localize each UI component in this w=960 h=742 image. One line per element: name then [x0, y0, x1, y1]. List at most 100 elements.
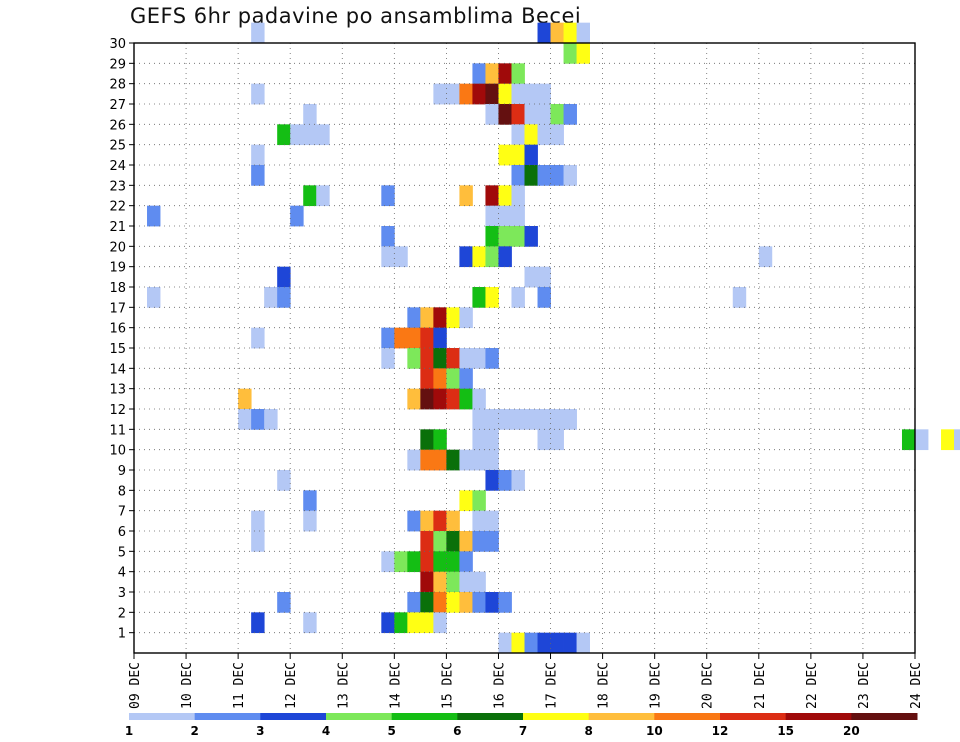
heatmap-cell	[420, 571, 434, 593]
x-tick-label: 21 DEC	[753, 662, 768, 709]
heatmap-cell	[407, 612, 421, 634]
heatmap-cell	[498, 592, 512, 613]
heatmap-cell	[537, 409, 551, 430]
heatmap-cell	[472, 571, 486, 593]
heatmap-cell	[472, 388, 486, 410]
y-tick-label: 16	[109, 322, 126, 337]
heatmap-cell	[459, 348, 473, 369]
heatmap-cell	[485, 531, 499, 552]
heatmap-cell	[459, 83, 473, 105]
heatmap-cell	[563, 632, 577, 654]
heatmap-cell	[485, 246, 499, 268]
heatmap-cell	[524, 409, 538, 430]
heatmap-cell	[459, 246, 473, 268]
heatmap-cell	[550, 165, 564, 186]
heatmap-cell	[511, 63, 525, 85]
heatmap-cell	[420, 531, 434, 552]
heatmap-cell	[498, 205, 512, 227]
heatmap-cell	[433, 449, 447, 471]
heatmap-cell	[550, 409, 564, 430]
heatmap-cell	[485, 104, 499, 125]
x-tick-label: 10 DEC	[180, 662, 195, 709]
heatmap-cell	[277, 592, 291, 613]
heatmap-cell	[485, 205, 499, 227]
heatmap-cell	[290, 205, 304, 227]
heatmap-cell	[459, 368, 473, 390]
heatmap-cell	[459, 307, 473, 329]
axes: 1234567891011121314151617181920212223242…	[109, 37, 924, 709]
heatmap-cell	[433, 429, 447, 451]
x-tick-label: 18 DEC	[597, 662, 612, 709]
heatmap-cell	[537, 165, 551, 186]
heatmap-cell	[147, 205, 161, 227]
heatmap-cell	[459, 551, 473, 573]
heatmap-cell	[498, 83, 512, 105]
heatmap-cell	[446, 510, 460, 532]
heatmap-cell	[433, 551, 447, 573]
heatmap-cell	[537, 632, 551, 654]
heatmap-cell	[758, 246, 773, 268]
heatmap-cell	[459, 531, 473, 552]
legend-swatch	[194, 713, 261, 720]
heatmap-cell	[472, 429, 486, 451]
heatmap-cell	[511, 226, 525, 247]
y-tick-label: 9	[118, 464, 126, 479]
heatmap-cell	[485, 510, 499, 532]
heatmap-cell	[524, 104, 538, 125]
heatmap-cell	[563, 104, 577, 125]
heatmap-cell	[498, 144, 512, 166]
heatmap-cell	[277, 266, 291, 288]
heatmap-cell	[433, 388, 447, 410]
heatmap-cell	[498, 409, 512, 430]
legend-label: 8	[584, 724, 592, 738]
heatmap-cell	[264, 287, 278, 308]
heatmap-cell	[537, 124, 551, 146]
heatmap-cell	[537, 104, 551, 125]
heatmap-cell	[498, 226, 512, 247]
heatmap-cell	[303, 104, 317, 125]
heatmap-cell	[303, 510, 317, 532]
heatmap-cell	[277, 470, 291, 491]
legend-label: 2	[190, 724, 198, 738]
heatmap-cell	[472, 246, 486, 268]
legend-label: 4	[322, 724, 330, 738]
heatmap-cell	[420, 348, 434, 369]
heatmap-cell	[459, 185, 473, 207]
heatmap-cell	[576, 22, 590, 44]
heatmap-cell	[264, 409, 278, 430]
heatmap-cell	[407, 388, 421, 410]
heatmap-cell	[485, 63, 499, 85]
heatmap-cell	[511, 144, 525, 166]
heatmap-cell	[381, 226, 395, 247]
heatmap-cell	[550, 22, 564, 44]
heatmap-cell	[941, 429, 955, 451]
heatmap-cell	[472, 592, 486, 613]
legend-swatch	[654, 713, 721, 720]
chart-title: GEFS 6hr padavine po ansamblima Becej	[130, 4, 582, 28]
heatmap-cell	[511, 470, 525, 491]
y-tick-label: 19	[109, 261, 126, 276]
heatmap-cell	[459, 592, 473, 613]
heatmap-cell	[732, 287, 747, 308]
heatmap-cell	[524, 226, 538, 247]
legend-swatch	[851, 713, 918, 720]
heatmap-cell	[485, 348, 499, 369]
heatmap-cell	[524, 266, 538, 288]
grid-lines	[133, 42, 916, 653]
x-tick-label: 13 DEC	[336, 662, 351, 709]
heatmap-cell	[394, 246, 408, 268]
heatmap-cell	[433, 612, 447, 634]
heatmap-cell	[550, 632, 564, 654]
legend-swatch	[391, 713, 458, 720]
heatmap-cell	[524, 144, 538, 166]
heatmap-cell	[407, 592, 421, 613]
y-tick-label: 13	[109, 383, 126, 398]
heatmap-cell	[251, 144, 265, 166]
legend-swatch	[260, 713, 327, 720]
heatmap-cell	[251, 327, 265, 349]
heatmap-cell	[433, 531, 447, 552]
heatmap-cell	[433, 348, 447, 369]
heatmap-cell	[915, 429, 929, 451]
heatmap-cell	[420, 449, 434, 471]
heatmap-cell	[433, 571, 447, 593]
